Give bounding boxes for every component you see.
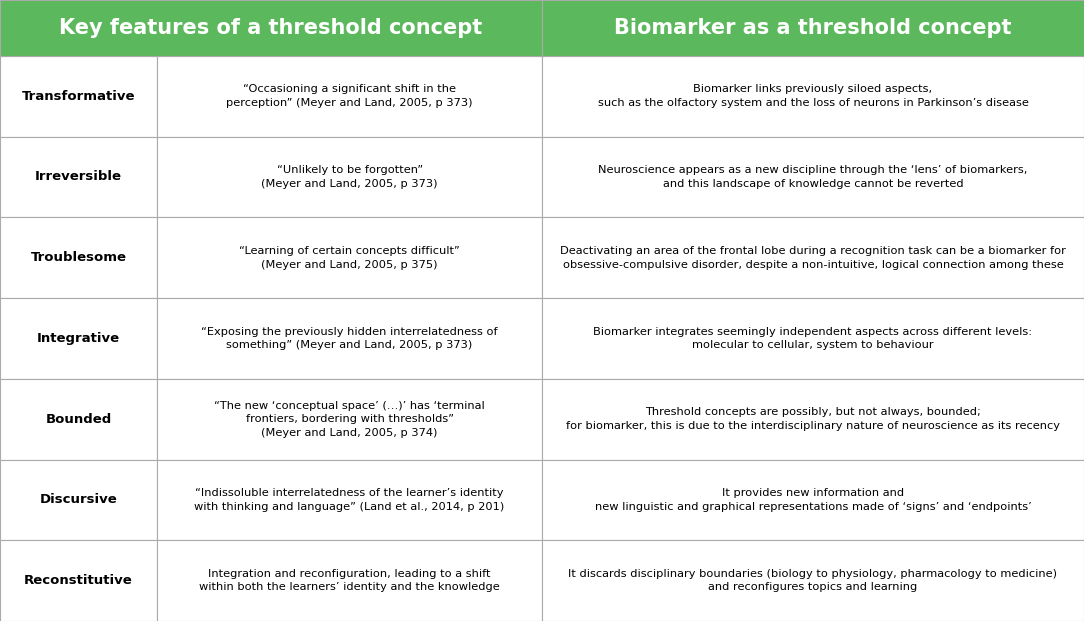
Text: Deactivating an area of the frontal lobe during a recognition task can be a biom: Deactivating an area of the frontal lobe… <box>560 246 1066 270</box>
Bar <box>0 137 157 217</box>
Bar <box>0 460 157 540</box>
Bar <box>157 137 542 217</box>
Bar <box>0 379 157 460</box>
Bar <box>542 0 1084 56</box>
Text: Reconstitutive: Reconstitutive <box>24 574 133 587</box>
Bar <box>0 298 157 379</box>
Text: “Occasioning a significant shift in the
perception” (Meyer and Land, 2005, p 373: “Occasioning a significant shift in the … <box>227 84 473 108</box>
Bar <box>157 379 542 460</box>
Bar <box>542 56 1084 137</box>
Bar <box>542 540 1084 621</box>
Bar <box>542 137 1084 217</box>
Bar <box>0 217 157 298</box>
Text: “Exposing the previously hidden interrelatedness of
something” (Meyer and Land, : “Exposing the previously hidden interrel… <box>202 327 498 350</box>
Text: It provides new information and
new linguistic and graphical representations mad: It provides new information and new ling… <box>595 488 1031 512</box>
Bar <box>542 460 1084 540</box>
Bar <box>0 540 157 621</box>
Text: Transformative: Transformative <box>22 90 136 102</box>
Bar <box>157 460 542 540</box>
Bar <box>542 298 1084 379</box>
Text: Neuroscience appears as a new discipline through the ‘lens’ of biomarkers,
and t: Neuroscience appears as a new discipline… <box>598 165 1028 189</box>
Text: “The new ‘conceptual space’ (…)’ has ‘terminal
frontiers, bordering with thresho: “The new ‘conceptual space’ (…)’ has ‘te… <box>215 401 485 438</box>
Bar <box>157 56 542 137</box>
Text: Discursive: Discursive <box>40 494 117 506</box>
Text: Biomarker integrates seemingly independent aspects across different levels:
mole: Biomarker integrates seemingly independe… <box>593 327 1033 350</box>
Bar <box>0 0 542 56</box>
Text: Bounded: Bounded <box>46 413 112 425</box>
Text: Threshold concepts are possibly, but not always, bounded;
for biomarker, this is: Threshold concepts are possibly, but not… <box>566 407 1060 431</box>
Bar <box>542 379 1084 460</box>
Text: Key features of a threshold concept: Key features of a threshold concept <box>60 18 482 38</box>
Text: Biomarker as a threshold concept: Biomarker as a threshold concept <box>615 18 1011 38</box>
Text: Integrative: Integrative <box>37 332 120 345</box>
Bar <box>0 56 157 137</box>
Text: Integration and reconfiguration, leading to a shift
within both the learners’ id: Integration and reconfiguration, leading… <box>199 569 500 592</box>
Bar <box>157 298 542 379</box>
Text: Troublesome: Troublesome <box>30 252 127 264</box>
Text: It discards disciplinary boundaries (biology to physiology, pharmacology to medi: It discards disciplinary boundaries (bio… <box>568 569 1058 592</box>
Bar <box>157 540 542 621</box>
Text: Irreversible: Irreversible <box>35 171 122 183</box>
Text: “Indissoluble interrelatedness of the learner’s identity
with thinking and langu: “Indissoluble interrelatedness of the le… <box>194 488 505 512</box>
Bar <box>157 217 542 298</box>
Text: “Unlikely to be forgotten”
(Meyer and Land, 2005, p 373): “Unlikely to be forgotten” (Meyer and La… <box>261 165 438 189</box>
Bar <box>542 217 1084 298</box>
Text: “Learning of certain concepts difficult”
(Meyer and Land, 2005, p 375): “Learning of certain concepts difficult”… <box>240 246 460 270</box>
Text: Biomarker links previously siloed aspects,
such as the olfactory system and the : Biomarker links previously siloed aspect… <box>597 84 1029 108</box>
